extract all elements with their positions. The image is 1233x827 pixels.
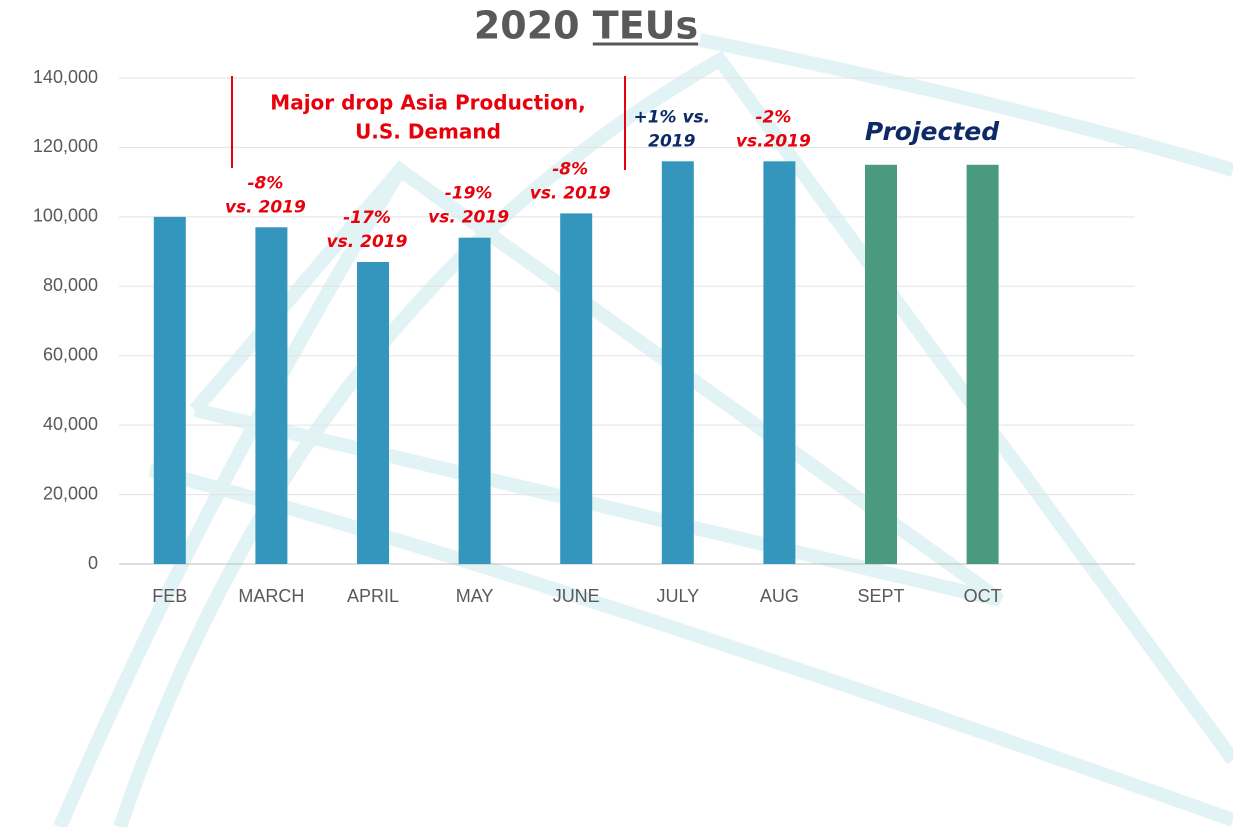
bar-annotation: -2%: [755, 107, 791, 127]
bar-annotation: vs. 2019: [225, 197, 306, 217]
range-annotation: Major drop Asia Production,: [270, 91, 585, 115]
range-annotation: U.S. Demand: [355, 120, 501, 144]
x-tick-label: MAY: [456, 586, 494, 606]
bar: [357, 261, 389, 564]
y-tick-label: 80,000: [43, 275, 98, 295]
bar-annotation: 2019: [648, 131, 695, 151]
background-decoration: [53, 33, 1233, 827]
x-tick-label: APRIL: [347, 586, 399, 606]
x-tick-label: FEB: [152, 586, 187, 606]
x-tick-label: JULY: [656, 586, 699, 606]
bar-annotation: vs. 2019: [327, 232, 408, 252]
y-tick-label: 20,000: [43, 483, 98, 503]
chart-title: 2020 TEUs: [474, 4, 698, 48]
bar-annotation: vs. 2019: [530, 183, 611, 203]
x-tick-label: JUNE: [553, 586, 600, 606]
bar-annotation: -8%: [247, 173, 283, 193]
bar-annotation: -17%: [343, 208, 391, 228]
x-tick-label: MARCH: [238, 586, 304, 606]
bar: [865, 164, 897, 565]
bar-annotation: -19%: [445, 184, 493, 204]
y-tick-label: 100,000: [33, 206, 98, 226]
bar: [153, 216, 186, 564]
x-tick-label: OCT: [964, 586, 1002, 606]
x-tick-label: AUG: [760, 586, 799, 606]
y-tick-label: 0: [88, 553, 98, 573]
bar: [560, 213, 593, 564]
bar-annotation: vs. 2019: [428, 208, 509, 228]
bar: [966, 164, 999, 565]
x-tick-label: SEPT: [857, 586, 904, 606]
y-tick-label: 60,000: [43, 344, 98, 364]
projected-annotation: Projected: [865, 117, 1000, 146]
bar-annotation: -8%: [552, 159, 588, 179]
y-tick-label: 40,000: [43, 414, 98, 434]
bar: [255, 227, 288, 564]
bar: [661, 161, 694, 565]
bar: [763, 161, 796, 565]
bar-annotation: +1% vs.: [633, 107, 710, 127]
bar: [458, 237, 491, 564]
bar-annotation: vs.2019: [736, 131, 811, 151]
y-tick-label: 140,000: [33, 67, 98, 87]
y-tick-label: 120,000: [33, 136, 98, 156]
